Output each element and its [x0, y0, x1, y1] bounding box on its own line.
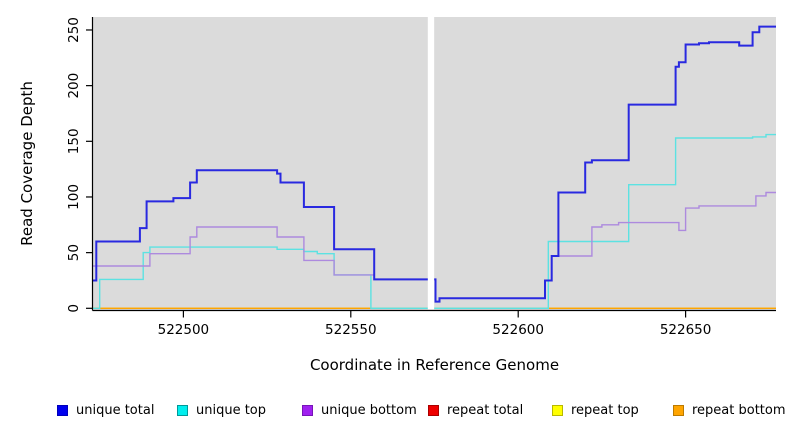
y-tick-label: 200	[66, 73, 82, 99]
legend-label: repeat total	[447, 402, 524, 418]
legend-label: unique top	[196, 402, 267, 418]
legend-item-unique-total: unique total	[57, 402, 154, 418]
legend-swatch-unique-top	[177, 404, 188, 416]
legend-swatch-unique-total	[57, 404, 68, 416]
y-tick-label: 100	[66, 184, 82, 210]
x-axis-title: Coordinate in Reference Genome	[310, 356, 559, 374]
legend-label: unique total	[76, 402, 155, 418]
x-tick-label: 522500	[158, 322, 210, 338]
legend-swatch-repeat-total	[428, 404, 439, 416]
legend-item-unique-bottom: unique bottom	[302, 402, 417, 418]
legend-label: repeat top	[571, 402, 639, 418]
y-tick-label: 250	[66, 17, 82, 43]
y-tick-label: 50	[66, 244, 82, 261]
legend: unique total unique top unique bottom re…	[0, 402, 792, 424]
x-tick-label: 522650	[660, 322, 712, 338]
legend-swatch-unique-bottom	[302, 404, 313, 416]
legend-item-repeat-top: repeat top	[552, 402, 639, 418]
x-tick-label: 522550	[325, 322, 377, 338]
legend-label: repeat bottom	[692, 402, 786, 418]
legend-swatch-repeat-bottom	[673, 404, 684, 416]
series-line-unique-total	[93, 25, 776, 303]
legend-item-repeat-bottom: repeat bottom	[673, 402, 786, 418]
x-tick-label: 522600	[492, 322, 544, 338]
masked-region	[427, 16, 435, 310]
chart-canvas: 0 50 100 150 200 250 522500 522550 522600 522650 C…	[18, 16, 776, 374]
y-tick-label: 0	[66, 304, 82, 313]
legend-item-repeat-total: repeat total	[428, 402, 523, 418]
y-axis-title: Read Coverage Depth	[18, 81, 36, 246]
legend-label: unique bottom	[321, 402, 417, 418]
legend-item-unique-top: unique top	[177, 402, 266, 418]
legend-swatch-repeat-top	[552, 404, 563, 416]
y-tick-label: 150	[66, 128, 82, 154]
plot-panel	[93, 17, 776, 310]
